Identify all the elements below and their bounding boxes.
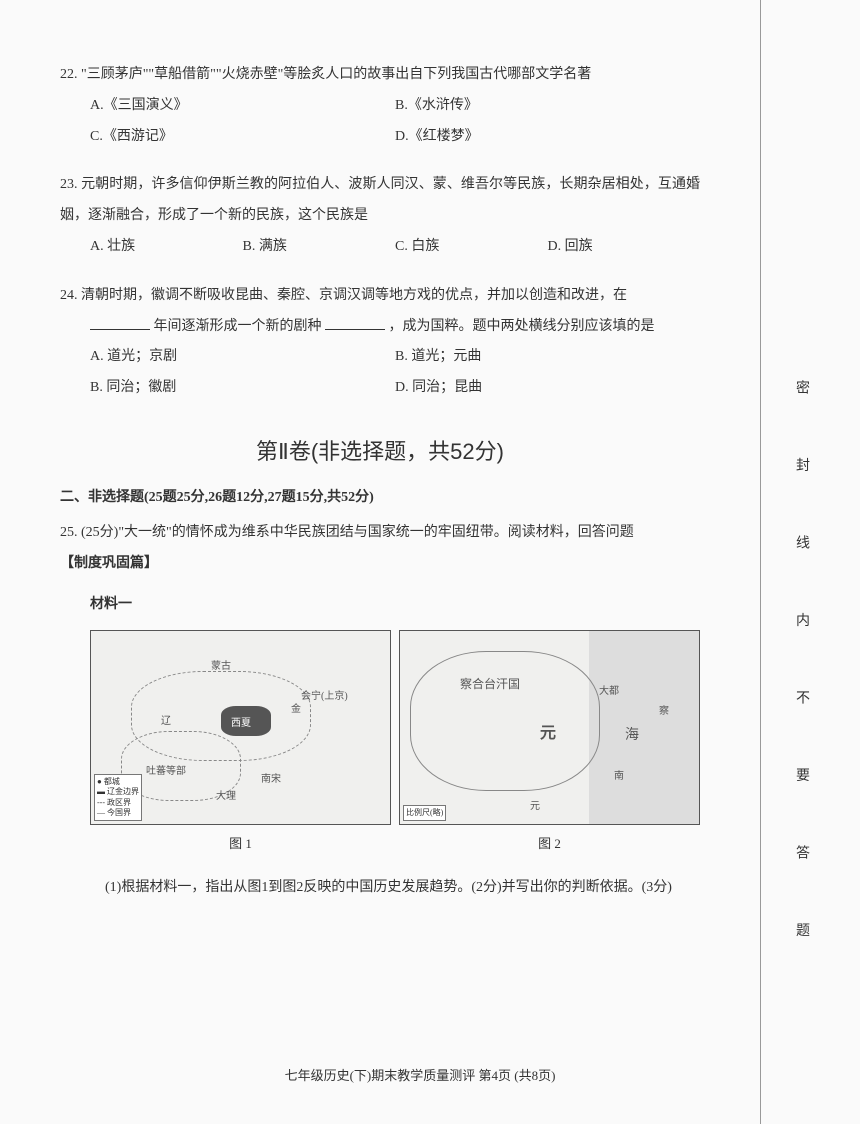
q24-number: 24. <box>60 288 78 303</box>
q24-choices: A. 道光；京剧 B. 道光；元曲 B. 同治；徽剧 D. 同治；昆曲 <box>60 342 700 404</box>
q23-choices: A. 壮族 B. 满族 C. 白族 D. 回族 <box>60 232 700 263</box>
q24-choice-a: A. 道光；京剧 <box>90 342 395 373</box>
q22-text: "三顾茅庐""草船借箭""火烧赤壁"等脍炙人口的故事出自下列我国古代哪部文学名著 <box>81 67 591 82</box>
question-23: 23. 元朝时期，许多信仰伊斯兰教的阿拉伯人、波斯人同汉、蒙、维吾尔等民族，长期… <box>60 170 700 262</box>
map1-label-xixia: 西夏 <box>231 713 251 735</box>
map1-legend: ● 都城 ▬ 辽金边界 --- 政区界 — 今国界 <box>94 774 142 822</box>
map2-label-chagatai: 察合台汗国 <box>460 671 520 697</box>
q24-text-pre: 清朝时期，徽调不断吸收昆曲、秦腔、京调汉调等地方戏的优点，并加以创造和改进，在 <box>81 288 627 303</box>
map1-legend-4: — 今国界 <box>97 808 139 818</box>
map-1-box: 蒙古 会宁(上京) 辽 西夏 金 吐蕃等部 南宋 大理 ● 都城 ▬ 辽金边界 … <box>90 630 391 859</box>
q25-subtitle: 【制度巩固篇】 <box>60 549 700 580</box>
q23-stem: 23. 元朝时期，许多信仰伊斯兰教的阿拉伯人、波斯人同汉、蒙、维吾尔等民族，长期… <box>60 170 700 232</box>
map-2-caption: 图 2 <box>399 830 700 859</box>
q22-choice-d: D.《红楼梦》 <box>395 122 700 153</box>
q24-choice-b: B. 道光；元曲 <box>395 342 700 373</box>
map2-label-yuan: 元 <box>540 716 556 751</box>
map1-label-liao: 辽 <box>161 711 171 733</box>
map-2-image: 察合台汗国 元 大都 海 南 元 察 比例尺(略) <box>399 630 700 825</box>
q23-choice-c: C. 白族 <box>395 232 548 263</box>
question-22: 22. "三顾茅庐""草船借箭""火烧赤壁"等脍炙人口的故事出自下列我国古代哪部… <box>60 60 700 152</box>
map1-label-huining: 会宁(上京) <box>301 686 348 708</box>
q24-choice-c: B. 同治；徽剧 <box>90 373 395 404</box>
map2-label-dadu: 大都 <box>599 681 619 703</box>
material-1-label: 材料一 <box>60 590 700 621</box>
q23-text: 元朝时期，许多信仰伊斯兰教的阿拉伯人、波斯人同汉、蒙、维吾尔等民族，长期杂居相处… <box>60 177 700 223</box>
q25-text: (25分)"大一统"的情怀成为维系中华民族团结与国家统一的牢固纽带。阅读材料，回… <box>81 525 634 540</box>
q22-choice-b: B.《水浒传》 <box>395 91 700 122</box>
side-margin-text: 密 封 线 内 不 要 答 题 <box>791 380 811 967</box>
map1-label-jin: 金 <box>291 699 301 721</box>
map2-label-nan: 南 <box>614 766 624 788</box>
q22-choice-a: A.《三国演义》 <box>90 91 395 122</box>
blank-1 <box>90 329 150 330</box>
maps-container: 蒙古 会宁(上京) 辽 西夏 金 吐蕃等部 南宋 大理 ● 都城 ▬ 辽金边界 … <box>60 630 700 859</box>
map2-label-cha: 察 <box>659 701 669 723</box>
map1-legend-2: ▬ 辽金边界 <box>97 787 139 797</box>
q24-choice-d: D. 同治；昆曲 <box>395 373 700 404</box>
map2-label-sea: 海 <box>625 721 639 752</box>
map1-label-dali: 大理 <box>216 786 236 808</box>
map1-label-tubo: 吐蕃等部 <box>146 761 186 783</box>
q23-number: 23. <box>60 177 78 192</box>
q25-stem: 25. (25分)"大一统"的情怀成为维系中华民族团结与国家统一的牢固纽带。阅读… <box>60 518 700 549</box>
map-2-box: 察合台汗国 元 大都 海 南 元 察 比例尺(略) 图 2 <box>399 630 700 859</box>
map1-legend-3: --- 政区界 <box>97 798 139 808</box>
q23-choice-a: A. 壮族 <box>90 232 243 263</box>
side-margin: 密 封 线 内 不 要 答 题 <box>760 0 830 1124</box>
q24-text-mid: 年间逐渐形成一个新的剧种 <box>154 319 322 334</box>
map1-label-nansong: 南宋 <box>261 769 281 791</box>
map2-label-yuan2: 元 <box>530 796 540 818</box>
map-1-caption: 图 1 <box>90 830 391 859</box>
q22-stem: 22. "三顾茅庐""草船借箭""火烧赤壁"等脍炙人口的故事出自下列我国古代哪部… <box>60 60 700 91</box>
q25-subq1: (1)根据材料一，指出从图1到图2反映的中国历史发展趋势。(2分)并写出你的判断… <box>60 874 700 902</box>
q22-choices: A.《三国演义》 B.《水浒传》 C.《西游记》 D.《红楼梦》 <box>60 91 700 153</box>
section-2-title: 第Ⅱ卷(非选择题，共52分) <box>60 434 700 466</box>
q23-choice-b: B. 满族 <box>243 232 396 263</box>
page-footer: 七年级历史(下)期末教学质量测评 第4页 (共8页) <box>60 1065 780 1084</box>
q22-number: 22. <box>60 67 78 82</box>
section-2-heading: 二、非选择题(25题25分,26题12分,27题15分,共52分) <box>60 486 700 506</box>
map1-legend-1: ● 都城 <box>97 777 139 787</box>
q24-text-post: ，成为国粹。题中两处横线分别应该填的是 <box>389 319 655 334</box>
q23-choice-d: D. 回族 <box>548 232 701 263</box>
question-24: 24. 清朝时期，徽调不断吸收昆曲、秦腔、京调汉调等地方戏的优点，并加以创造和改… <box>60 281 700 404</box>
q22-choice-c: C.《西游记》 <box>90 122 395 153</box>
q25-number: 25. <box>60 525 78 540</box>
question-25: 25. (25分)"大一统"的情怀成为维系中华民族团结与国家统一的牢固纽带。阅读… <box>60 518 700 902</box>
map-1-image: 蒙古 会宁(上京) 辽 西夏 金 吐蕃等部 南宋 大理 ● 都城 ▬ 辽金边界 … <box>90 630 391 825</box>
map2-legend: 比例尺(略) <box>403 805 446 821</box>
q24-stem: 24. 清朝时期，徽调不断吸收昆曲、秦腔、京调汉调等地方戏的优点，并加以创造和改… <box>60 281 700 343</box>
map1-label-mongol: 蒙古 <box>211 656 231 678</box>
blank-2 <box>325 329 385 330</box>
